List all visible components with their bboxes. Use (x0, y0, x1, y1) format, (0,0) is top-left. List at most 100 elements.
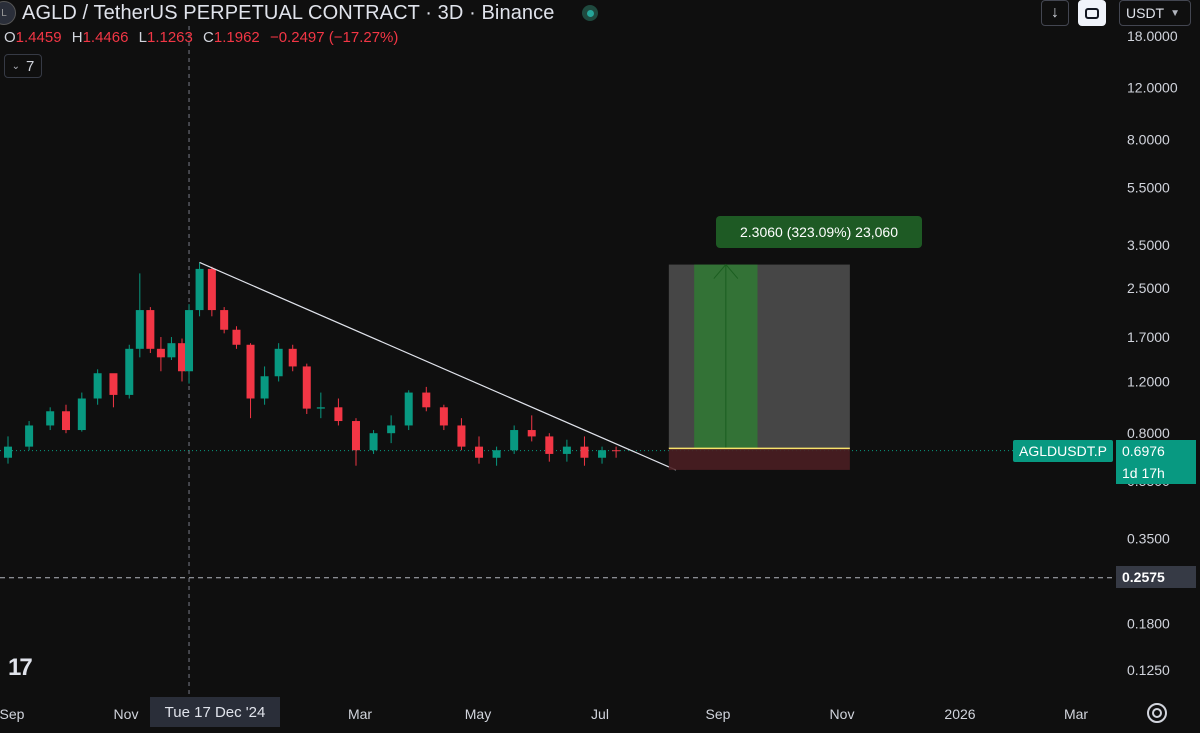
arrow-down-icon: ↓ (1051, 4, 1059, 21)
candle (422, 386, 431, 412)
candle (220, 307, 229, 334)
candle (177, 338, 186, 382)
candle-body (387, 425, 396, 434)
candle-body (612, 450, 621, 452)
candle (77, 392, 86, 432)
candle-body (457, 425, 466, 447)
market-status-icon[interactable] (582, 5, 599, 21)
x-tick-label: Sep (706, 706, 731, 722)
candle-body (510, 430, 519, 451)
high-label: H (71, 29, 83, 46)
y-tick-label: 18.0000 (1127, 28, 1178, 44)
candle (246, 343, 255, 419)
y-tick-label: 5.5000 (1127, 179, 1170, 195)
change-value: −0.2497 (−17.27%) (269, 29, 399, 46)
reference-price-tag: 0.2575 (1116, 566, 1196, 588)
toggle-layout-button[interactable] (1078, 0, 1106, 26)
position-stop-zone (668, 448, 850, 470)
candle (598, 446, 607, 464)
x-tick-label: Mar (348, 706, 372, 722)
y-tick-label: 0.3500 (1127, 531, 1170, 547)
candle-body (125, 348, 134, 395)
candle-body (274, 348, 283, 377)
open-value: 1.4459 (15, 29, 62, 46)
candle-body (260, 376, 269, 399)
candle (545, 433, 554, 462)
position-tool-label[interactable]: 2.3060 (323.09%) 23,060 (716, 216, 922, 248)
candle-body (527, 430, 536, 437)
download-button[interactable]: ↓ (1041, 0, 1069, 26)
candle (156, 337, 165, 372)
y-tick-label: 0.1800 (1127, 615, 1170, 631)
candle-body (439, 407, 448, 426)
x-tick-label: Mar (1064, 706, 1088, 722)
candle (510, 425, 519, 454)
candle-body (404, 392, 413, 426)
candle (260, 366, 269, 405)
candle (475, 436, 484, 464)
candle-body (77, 398, 86, 431)
close-label: C (203, 29, 214, 46)
chart-title[interactable]: AGLD / TetherUS PERPETUAL CONTRACT · 3D … (22, 1, 555, 24)
symbol-tag: AGLDUSDT.P (1013, 440, 1113, 462)
candle-body (369, 433, 378, 451)
currency-value: USDT (1126, 5, 1165, 21)
x-tick-label: Nov (114, 706, 139, 722)
candle-body (93, 373, 102, 399)
candle-body (316, 407, 325, 409)
candle (232, 326, 241, 349)
candle (195, 262, 204, 317)
candle (334, 398, 343, 426)
currency-select[interactable]: USDT ▼ (1119, 0, 1191, 26)
candle-body (492, 450, 501, 458)
candle-body (135, 310, 144, 349)
candle (25, 421, 34, 451)
candle (316, 392, 325, 419)
candle-body (562, 446, 571, 454)
y-tick-label: 8.0000 (1127, 131, 1170, 147)
y-tick-label: 3.5000 (1127, 237, 1170, 253)
candle-body (109, 373, 118, 395)
candle-body (220, 310, 229, 330)
candle-body (185, 310, 194, 372)
candle-body (146, 310, 155, 349)
chevron-down-icon: ▼ (1170, 7, 1181, 19)
countdown-tag: 1d 17h (1116, 462, 1196, 484)
indicators-toggle-button[interactable]: ⌄ 7 (4, 54, 42, 78)
candle (167, 337, 176, 360)
window-icon (1085, 7, 1099, 19)
candle-body (61, 411, 70, 431)
measure-arrow-head (713, 263, 739, 279)
x-tick-label: 2026 (944, 706, 975, 722)
candle-body (195, 268, 204, 311)
candle (527, 415, 536, 442)
candle (185, 304, 194, 384)
tradingview-logo[interactable]: 17 (8, 654, 33, 681)
high-value: 1.4466 (82, 29, 129, 46)
candle-body (334, 407, 343, 422)
y-tick-label: 1.7000 (1127, 329, 1170, 345)
candle-body (545, 436, 554, 454)
x-tick-label: May (465, 706, 491, 722)
candle (93, 369, 102, 405)
settings-gear-icon[interactable] (1147, 703, 1167, 723)
candle (387, 415, 396, 444)
open-label: O (4, 29, 16, 46)
candle (61, 404, 70, 434)
chevron-down-icon: ⌄ (11, 60, 21, 72)
crosshair-date-tag: Tue 17 Dec '24 (150, 697, 280, 727)
ohlc-legend: O1.4459 H1.4466 L1.1263 C1.1962 −0.2497 … (4, 29, 404, 46)
indicators-count: 7 (26, 57, 35, 75)
candle-body (177, 343, 186, 372)
y-tick-label: 0.8000 (1127, 425, 1170, 441)
candle (369, 430, 378, 454)
candle (146, 307, 155, 353)
candle (207, 266, 216, 317)
candle (404, 390, 413, 431)
candle (351, 418, 360, 466)
candle-body (598, 450, 607, 458)
x-tick-label: Jul (591, 706, 609, 722)
trendline (199, 261, 677, 471)
candle (109, 373, 118, 408)
